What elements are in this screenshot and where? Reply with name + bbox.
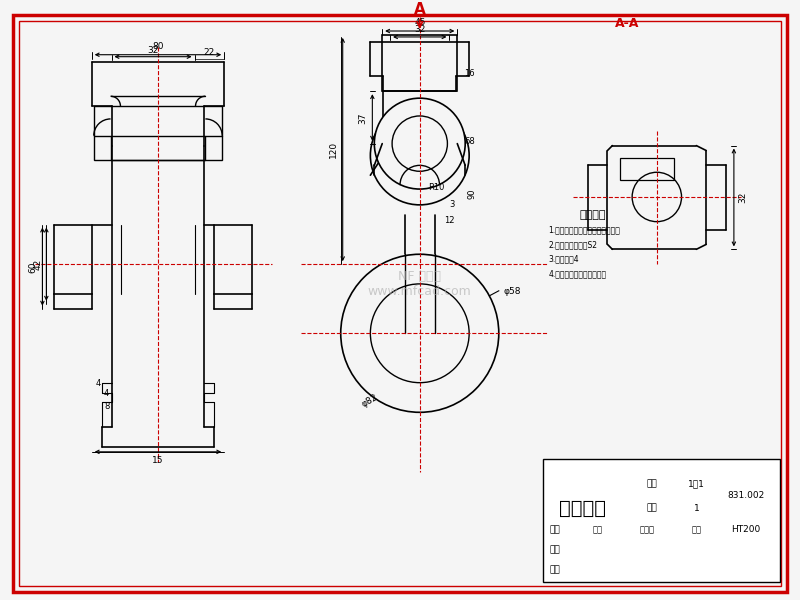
Text: 120: 120 bbox=[329, 141, 338, 158]
Text: 比例: 比例 bbox=[646, 479, 658, 488]
Bar bbox=[110, 136, 206, 160]
Text: 件数: 件数 bbox=[646, 503, 658, 512]
Text: 16: 16 bbox=[464, 70, 475, 79]
Text: 45: 45 bbox=[414, 18, 426, 27]
Text: NF 沐风网
www.mfcad.com: NF 沐风网 www.mfcad.com bbox=[368, 270, 472, 298]
Text: 68: 68 bbox=[464, 137, 475, 146]
Text: 8: 8 bbox=[104, 403, 110, 412]
Text: 4: 4 bbox=[96, 379, 102, 388]
Text: 4: 4 bbox=[104, 389, 110, 398]
Text: 37: 37 bbox=[358, 112, 367, 124]
Text: 拨叉毛坯: 拨叉毛坯 bbox=[559, 499, 606, 518]
Bar bbox=[382, 35, 458, 91]
Text: 审定: 审定 bbox=[691, 526, 702, 535]
Text: φ82: φ82 bbox=[361, 393, 380, 409]
Text: 技术要求: 技术要求 bbox=[579, 210, 606, 220]
Text: A-A: A-A bbox=[615, 17, 639, 30]
Circle shape bbox=[374, 98, 465, 189]
Text: 2.为训图号一约为S2: 2.为训图号一约为S2 bbox=[548, 240, 597, 249]
Text: 90: 90 bbox=[467, 188, 476, 199]
Text: 1.铸件，铸造精度相应的公差精度: 1.铸件，铸造精度相应的公差精度 bbox=[548, 225, 620, 234]
Text: 3: 3 bbox=[450, 200, 454, 209]
Text: 4.未注工无公差未标注口径: 4.未注工无公差未标注口径 bbox=[548, 269, 606, 278]
Circle shape bbox=[341, 254, 498, 412]
Text: R10: R10 bbox=[428, 183, 444, 192]
Text: 1: 1 bbox=[694, 503, 699, 512]
Bar bbox=[620, 158, 674, 180]
Text: 831.002: 831.002 bbox=[727, 491, 764, 500]
Text: 3.毛坯公差4: 3.毛坯公差4 bbox=[548, 254, 578, 263]
Text: 80: 80 bbox=[152, 42, 164, 51]
Text: 22: 22 bbox=[204, 47, 215, 56]
Text: 指导: 指导 bbox=[550, 545, 561, 554]
Text: A: A bbox=[414, 2, 426, 17]
Text: 标准化: 标准化 bbox=[639, 526, 654, 535]
Text: 32: 32 bbox=[414, 25, 426, 34]
Text: HT200: HT200 bbox=[731, 526, 760, 535]
Bar bbox=[94, 106, 222, 160]
Text: 比例: 比例 bbox=[593, 526, 602, 535]
Text: 32: 32 bbox=[738, 191, 747, 203]
Text: 制图: 制图 bbox=[550, 526, 561, 535]
Text: 15: 15 bbox=[152, 456, 164, 465]
Text: 审核: 审核 bbox=[550, 565, 561, 574]
Text: 32: 32 bbox=[147, 46, 158, 55]
Text: φ58: φ58 bbox=[504, 287, 522, 296]
Bar bbox=[543, 459, 780, 582]
Text: 12: 12 bbox=[445, 215, 455, 224]
Text: 1：1: 1：1 bbox=[688, 479, 705, 488]
Text: 42: 42 bbox=[34, 259, 42, 270]
Text: 60: 60 bbox=[29, 262, 38, 273]
